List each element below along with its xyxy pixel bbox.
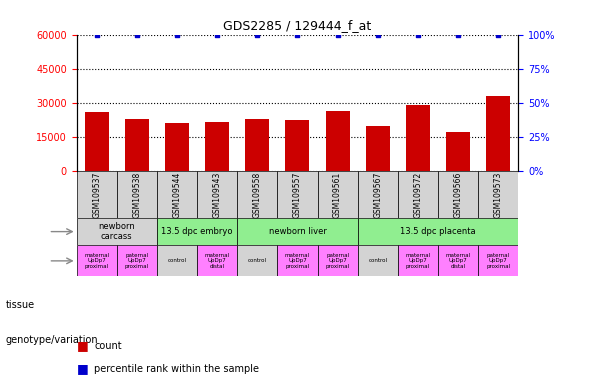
Bar	[157, 171, 197, 218]
Bar	[366, 126, 390, 171]
Bar	[398, 171, 438, 218]
Bar	[398, 245, 438, 276]
Text: newborn
carcass: newborn carcass	[98, 222, 135, 241]
Bar	[478, 171, 518, 218]
Text: genotype/variation: genotype/variation	[6, 335, 98, 345]
Text: GSM109544: GSM109544	[173, 171, 181, 218]
Bar	[237, 171, 277, 218]
Bar	[286, 120, 309, 171]
Text: GSM109573: GSM109573	[494, 171, 503, 218]
Text: GSM109566: GSM109566	[454, 171, 462, 218]
Point	[454, 31, 463, 38]
Point	[92, 31, 101, 38]
Bar	[438, 171, 478, 218]
Text: GSM109567: GSM109567	[373, 171, 382, 218]
Text: GSM109557: GSM109557	[293, 171, 302, 218]
Point	[132, 31, 141, 38]
Bar	[277, 245, 317, 276]
Bar	[317, 171, 358, 218]
Bar	[77, 171, 117, 218]
Bar	[117, 171, 157, 218]
Point	[172, 31, 181, 38]
Bar	[358, 171, 398, 218]
Text: control: control	[248, 258, 267, 263]
Text: GSM109538: GSM109538	[133, 171, 141, 218]
Point	[494, 31, 503, 38]
Bar	[317, 245, 358, 276]
Text: GSM109537: GSM109537	[92, 171, 101, 218]
Bar	[358, 218, 518, 245]
Text: maternal
UpDp7
distal: maternal UpDp7 distal	[445, 253, 471, 269]
Text: paternal
UpDp7
proximal: paternal UpDp7 proximal	[125, 253, 149, 269]
Bar	[165, 123, 189, 171]
Text: 13.5 dpc placenta: 13.5 dpc placenta	[400, 227, 476, 236]
Bar	[237, 218, 358, 245]
Bar	[478, 245, 518, 276]
Text: paternal
UpDp7
proximal: paternal UpDp7 proximal	[326, 253, 350, 269]
Bar	[277, 171, 317, 218]
Bar	[125, 119, 149, 171]
Bar	[77, 245, 117, 276]
Text: ■: ■	[77, 339, 88, 352]
Bar	[486, 96, 510, 171]
Bar	[245, 119, 269, 171]
Point	[413, 31, 423, 38]
Point	[373, 31, 382, 38]
Bar	[197, 245, 237, 276]
Bar	[197, 171, 237, 218]
Bar	[117, 245, 157, 276]
Text: GSM109558: GSM109558	[253, 171, 262, 218]
Bar	[446, 132, 470, 171]
Text: paternal
UpDp7
proximal: paternal UpDp7 proximal	[486, 253, 510, 269]
Bar	[205, 122, 229, 171]
Text: maternal
UpDp7
distal: maternal UpDp7 distal	[204, 253, 230, 269]
Point	[253, 31, 262, 38]
Point	[333, 31, 342, 38]
Text: control: control	[167, 258, 187, 263]
Text: tissue: tissue	[6, 300, 35, 310]
Text: GSM109561: GSM109561	[333, 171, 342, 218]
Bar	[406, 105, 430, 171]
Text: percentile rank within the sample: percentile rank within the sample	[94, 364, 259, 374]
Point	[293, 31, 302, 38]
Text: 13.5 dpc embryo: 13.5 dpc embryo	[161, 227, 233, 236]
Text: GSM109543: GSM109543	[213, 171, 221, 218]
Point	[213, 31, 222, 38]
Text: maternal
UpDp7
proximal: maternal UpDp7 proximal	[405, 253, 431, 269]
Text: newborn liver: newborn liver	[269, 227, 326, 236]
Bar	[157, 245, 197, 276]
Bar	[438, 245, 478, 276]
Text: control: control	[368, 258, 387, 263]
Title: GDS2285 / 129444_f_at: GDS2285 / 129444_f_at	[223, 19, 372, 32]
Text: GSM109572: GSM109572	[413, 171, 422, 218]
Bar	[77, 218, 157, 245]
Bar	[237, 245, 277, 276]
Bar	[85, 112, 109, 171]
Bar	[358, 245, 398, 276]
Bar	[326, 111, 350, 171]
Text: maternal
UpDp7
proximal: maternal UpDp7 proximal	[84, 253, 109, 269]
Text: count: count	[94, 341, 122, 351]
Text: maternal
UpDp7
proximal: maternal UpDp7 proximal	[285, 253, 310, 269]
Text: ■: ■	[77, 362, 88, 375]
Bar	[157, 218, 237, 245]
